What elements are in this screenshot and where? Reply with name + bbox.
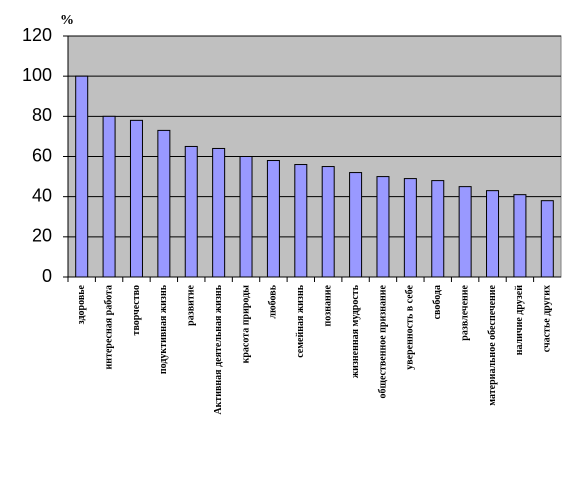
bar [102,115,116,278]
x-tick-label: материальное обеспечение [487,284,498,405]
y-tick-label: 20 [32,226,52,246]
y-tick-label: 80 [32,105,52,125]
x-tick-label: уверенность в себе [405,284,416,369]
bar [294,164,308,278]
x-tick-label: развлечение [459,284,470,340]
bar [239,156,253,278]
bar [184,145,198,278]
bar [129,119,143,278]
y-tick-label: 0 [42,266,52,286]
x-tick-label: свобода [432,285,443,319]
bar [212,147,226,278]
y-tick-label: 100 [22,65,52,85]
bar [403,178,417,278]
bar [321,166,335,278]
x-tick-label: общественное признание [377,284,388,398]
bar [266,160,280,278]
x-tick-label: семейная жизнь [295,284,306,357]
bar [75,75,89,278]
x-tick-label: творчество [131,285,142,335]
x-tick-label: любовь [268,284,279,318]
x-tick-label: здоровье [76,284,87,324]
x-tick-label: подуктивная жизнь [158,284,169,374]
bar [486,190,500,278]
bar [458,186,472,278]
x-tick-label: интересная работа [103,285,114,369]
y-tick-label: 40 [32,185,52,205]
x-tick-label: развитие [186,284,197,325]
bar [540,200,554,278]
x-tick-label: красота природы [240,285,251,364]
x-tick-label: счастье других [542,285,553,352]
x-tick-label: наличие друзей [514,285,525,356]
bar [431,180,445,278]
y-tick-label: 60 [32,145,52,165]
x-tick-label: жизненная мудрость [350,284,361,378]
y-tick-label: 120 [22,25,52,45]
x-tick-label: познание [322,284,333,326]
bar [376,176,390,278]
bar [513,194,527,278]
bar [349,172,363,278]
x-tick-label: Активная деятельная жизнь [213,284,224,414]
y-axis-label: % [60,13,74,28]
bar [157,129,171,278]
